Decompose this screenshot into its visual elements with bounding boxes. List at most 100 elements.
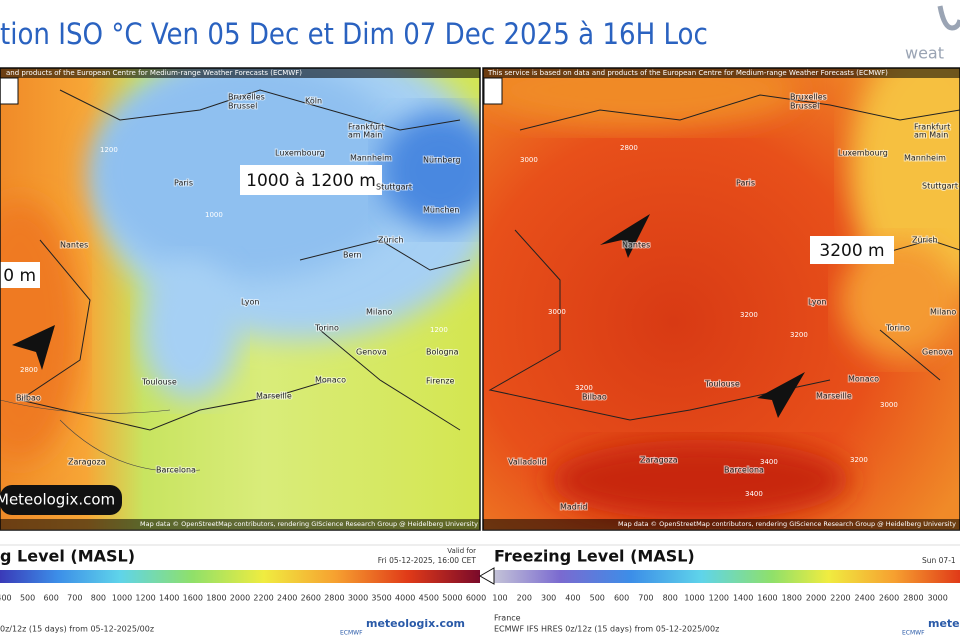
map-credit: Map data © OpenStreetMap contributors, r… <box>618 520 956 528</box>
scale-tick-label: 400 <box>565 594 580 603</box>
city-label: Monaco <box>848 375 879 384</box>
city-label: Bilbao <box>582 393 607 402</box>
city-label: Stuttgart <box>376 183 412 192</box>
scale-tick-label: 1800 <box>206 594 226 603</box>
scale-tick-label: 1200 <box>135 594 155 603</box>
scale-tick-label: 800 <box>91 594 106 603</box>
city-label: Stuttgart <box>922 182 958 191</box>
valid-date: Fri 05-12-2025, 16:00 CET <box>378 556 477 565</box>
scale-tick-label: 4500 <box>419 594 439 603</box>
city-label: Luxembourg <box>275 149 325 158</box>
city-label: Valladolid <box>508 458 547 467</box>
contour-label: 1000 <box>205 211 223 219</box>
city-label: Barcelona <box>156 466 196 475</box>
city-label: Frankfurt <box>348 123 384 132</box>
scale-tick-label: 2200 <box>830 594 850 603</box>
city-label: Milano <box>930 308 956 317</box>
scale-tick-label: 5000 <box>442 594 462 603</box>
scale-tick-label: 1400 <box>733 594 753 603</box>
city-label: Frankfurt <box>914 123 950 132</box>
city-label: Zaragoza <box>68 458 106 467</box>
city-label: Marseille <box>816 392 852 401</box>
scale-tick-label: 600 <box>614 594 629 603</box>
contour-label: 3200 <box>740 311 758 319</box>
city-label: Köln <box>305 97 322 106</box>
site: meteologix.com <box>928 617 960 630</box>
city-label: Bern <box>343 251 362 260</box>
city-label: München <box>423 206 460 215</box>
title: tion ISO °C Ven 05 Dec et Dim 07 Dec 202… <box>0 17 708 51</box>
scale-tick-label: 600 <box>44 594 59 603</box>
scale-tick-label: 1800 <box>782 594 802 603</box>
city-label: Mannheim <box>904 154 946 163</box>
city-label: Genova <box>922 348 953 357</box>
city-label: Nürnberg <box>423 156 461 165</box>
city-label: Torino <box>314 324 339 333</box>
city-label: Nantes <box>60 241 88 250</box>
annotation: 1000 à 1200 m <box>246 171 376 191</box>
city-label: Milano <box>366 308 392 317</box>
legend-title: Freezing Level (MASL) <box>494 547 695 566</box>
city-label: am Main <box>914 131 948 140</box>
logo-mark <box>937 5 960 31</box>
city-label: Genova <box>356 348 387 357</box>
contour-label: 3000 <box>880 401 898 409</box>
scale-tick-label: 200 <box>517 594 532 603</box>
scale-tick-label: 500 <box>590 594 605 603</box>
contour-label: 3200 <box>790 331 808 339</box>
scale-tick-label: 1600 <box>183 594 203 603</box>
country: France <box>494 614 521 623</box>
city-label: Paris <box>174 179 193 188</box>
brand: ECMWF <box>902 630 925 637</box>
valid-label: Valid for <box>447 547 476 555</box>
scale-tick-label: 1000 <box>112 594 132 603</box>
scale-tick-label: 2800 <box>324 594 344 603</box>
annotation: 0 m <box>3 266 36 286</box>
annotation: 3200 m <box>819 241 884 261</box>
city-label: Luxembourg <box>838 149 888 158</box>
scale-tick-label: 1000 <box>684 594 704 603</box>
city-label: Zürich <box>912 236 938 245</box>
attribution: This service is based on data and produc… <box>487 69 888 77</box>
scale-tick-label: 800 <box>663 594 678 603</box>
city-label: Zürich <box>378 236 404 245</box>
scale-tick-label: 700 <box>67 594 82 603</box>
city-label: Bruxelles <box>228 93 265 102</box>
scale-tick-label: 1400 <box>159 594 179 603</box>
scale-tick-label: 3500 <box>371 594 391 603</box>
city-label: Bruxelles <box>790 93 827 102</box>
scale-tick-label: 2600 <box>879 594 899 603</box>
legend-title: g Level (MASL) <box>0 547 135 566</box>
contour-label: 3400 <box>760 458 778 466</box>
scale-tick-label: 2400 <box>855 594 875 603</box>
city-label: Paris <box>736 179 755 188</box>
scale-tick-label: 1200 <box>709 594 729 603</box>
scale-tick-label: 100 <box>492 594 507 603</box>
contour-label: 1200 <box>100 146 118 154</box>
contour-label: 2800 <box>620 144 638 152</box>
city-label: Zaragoza <box>640 456 678 465</box>
city-label: Mannheim <box>350 154 392 163</box>
map-right <box>483 68 960 530</box>
contour-label: 1200 <box>430 326 448 334</box>
contour-label: 2800 <box>20 366 38 374</box>
city-label: Barcelona <box>724 466 764 475</box>
scale-tick-label: 2800 <box>903 594 923 603</box>
city-label: Toulouse <box>141 378 177 387</box>
city-label: Firenze <box>426 377 455 386</box>
scale-tick-label: 1600 <box>757 594 777 603</box>
scale-tick-label: 4000 <box>395 594 415 603</box>
city-label: Brussel <box>228 102 257 111</box>
city-label: Lyon <box>241 298 259 307</box>
site: meteologix.com <box>366 617 465 630</box>
scale-tick-label: 6000 <box>466 594 486 603</box>
annotation: Meteologix.com <box>0 491 115 509</box>
city-label: am Main <box>348 131 382 140</box>
scale-tick-label: 2000 <box>230 594 250 603</box>
contour-label: 3000 <box>520 156 538 164</box>
map-left <box>0 68 480 530</box>
scale-tick-label: 2000 <box>806 594 826 603</box>
contour-label: 3400 <box>745 490 763 498</box>
city-label: Madrid <box>560 503 587 512</box>
